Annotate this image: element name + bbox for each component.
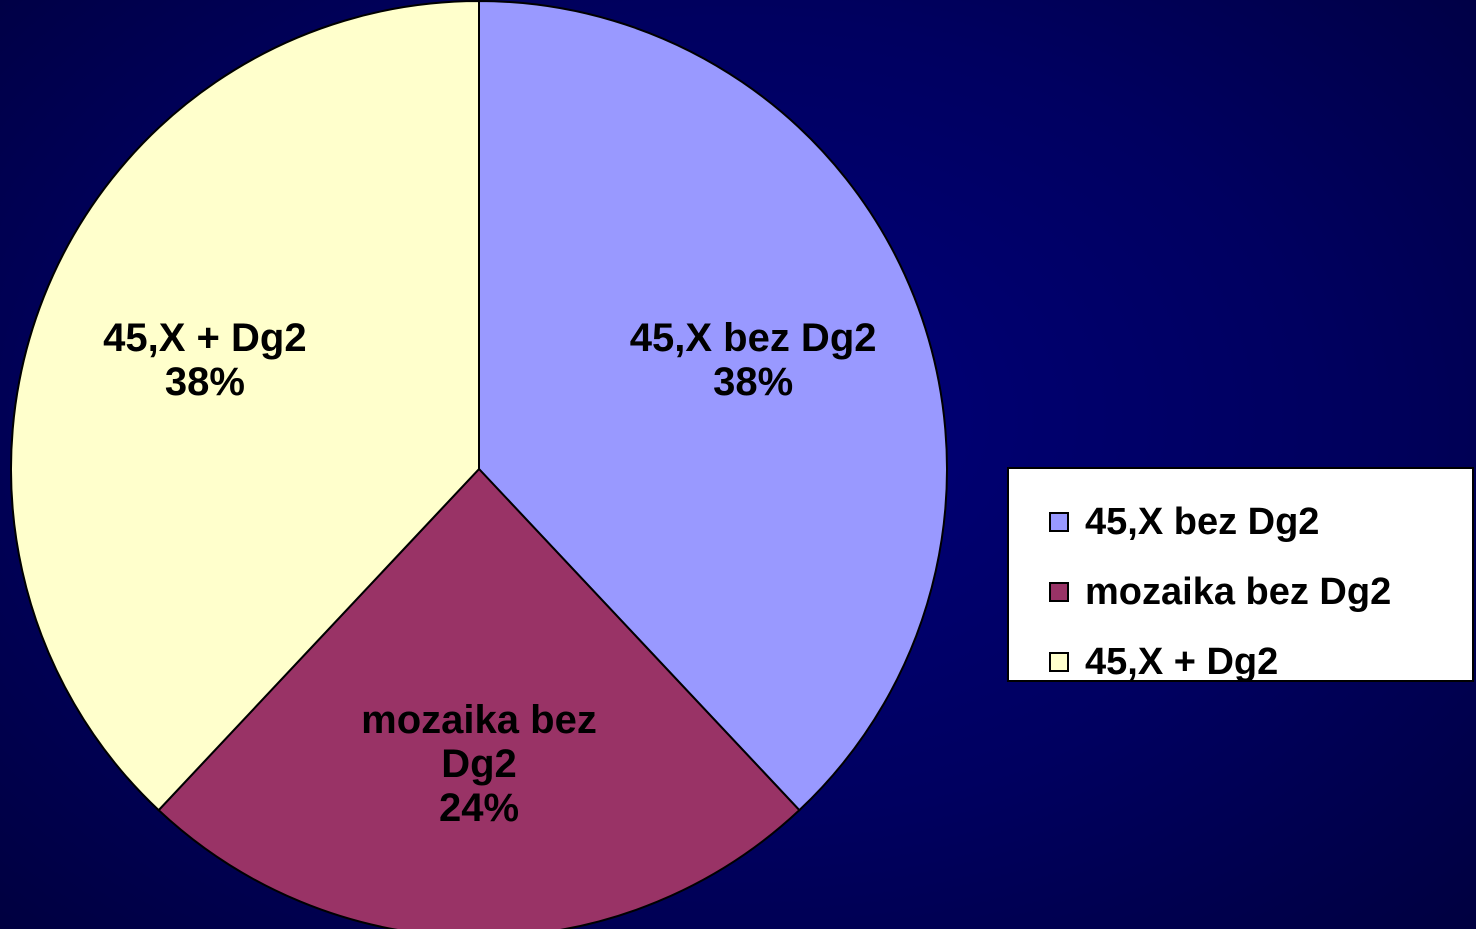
legend-label: 45,X bez Dg2 xyxy=(1085,500,1320,543)
legend-swatch xyxy=(1049,582,1069,602)
legend-swatch xyxy=(1049,652,1069,672)
pie-slice xyxy=(478,0,948,812)
label-category: 45,X bez Dg2 xyxy=(629,316,877,361)
legend-entry: 45,X + Dg2 xyxy=(1049,627,1472,697)
pie-slice xyxy=(157,467,801,929)
pie-slice xyxy=(10,0,480,812)
label-category: mozaika bez Dg2 xyxy=(361,697,597,786)
data-label: 45,X + Dg2 38% xyxy=(55,316,355,404)
label-value: 38% xyxy=(713,360,794,405)
data-label: 45,X bez Dg2 38% xyxy=(603,316,903,404)
legend-label: mozaika bez Dg2 xyxy=(1085,570,1392,613)
label-value: 24% xyxy=(438,785,520,830)
legend-entry: 45,X bez Dg2 xyxy=(1049,487,1472,557)
legend-label: 45,X + Dg2 xyxy=(1085,640,1279,683)
legend: 45,X bez Dg2 mozaika bez Dg2 45,X + Dg2 xyxy=(1007,467,1474,683)
legend-swatch xyxy=(1049,512,1069,532)
label-category: 45,X + Dg2 xyxy=(103,316,307,361)
label-value: 38% xyxy=(164,360,245,405)
data-label: mozaika bez Dg2 24% xyxy=(329,698,629,830)
legend-entry: mozaika bez Dg2 xyxy=(1049,557,1472,627)
